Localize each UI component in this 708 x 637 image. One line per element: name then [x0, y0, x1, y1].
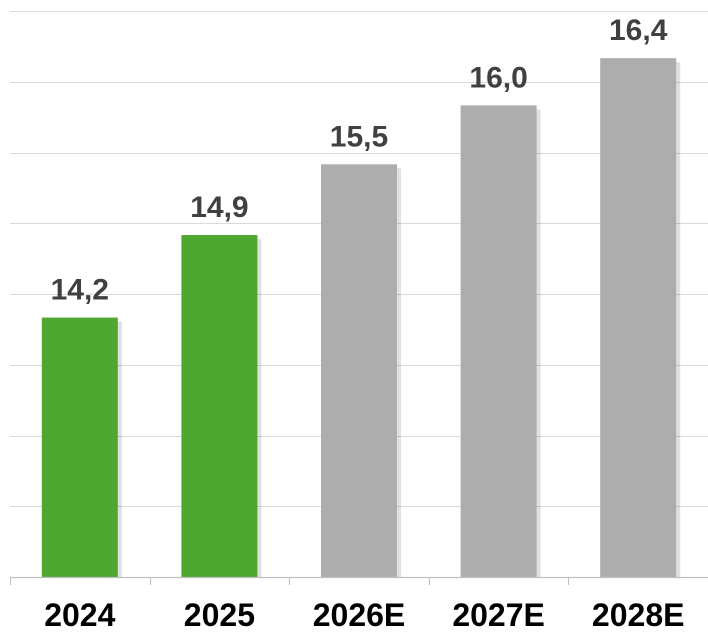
x-tick-label-2024: 2024 — [44, 597, 115, 633]
bar-2025 — [181, 235, 258, 577]
data-label-2028e: 16,4 — [609, 14, 668, 47]
bar-2028e — [600, 58, 677, 577]
data-label-2025: 14,9 — [190, 191, 248, 224]
x-tick-labels: 2024 2025 2026E 2027E 2028E — [44, 597, 684, 633]
bars — [41, 58, 681, 577]
bar-2027e — [460, 105, 537, 577]
bar-2026e — [321, 164, 397, 577]
data-label-2024: 14,2 — [51, 274, 109, 307]
x-axis — [10, 576, 708, 585]
x-tick-label-2027e: 2027E — [452, 597, 545, 633]
x-tick-label-2028e: 2028E — [592, 597, 685, 633]
x-tick-label-2025: 2025 — [184, 597, 255, 633]
x-tick-label-2026e: 2026E — [313, 597, 406, 633]
data-label-2027e: 16,0 — [469, 61, 527, 94]
bar-2024 — [41, 317, 118, 577]
data-labels: 14,2 14,9 15,5 16,0 16,4 — [51, 14, 668, 306]
data-label-2026e: 15,5 — [330, 120, 388, 153]
